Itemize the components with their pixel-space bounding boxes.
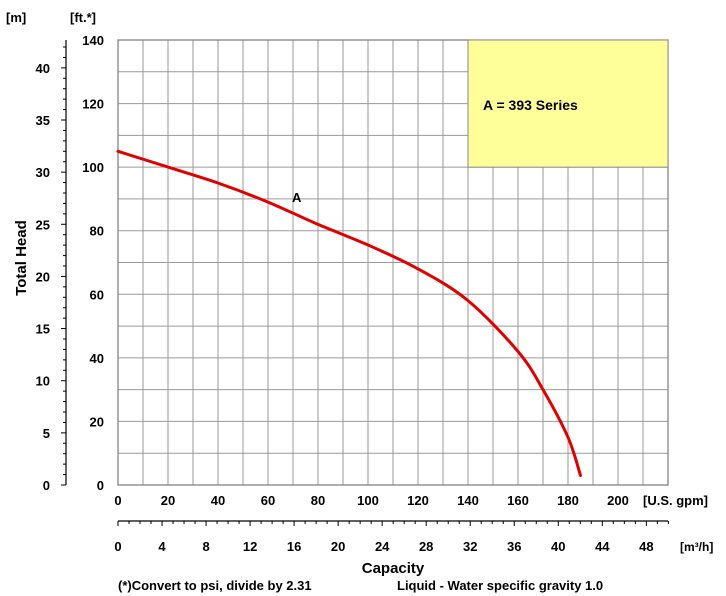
m-tick-label: 40 xyxy=(36,61,50,76)
m-tick-label: 20 xyxy=(36,269,50,284)
ft-tick-label: 40 xyxy=(90,351,104,366)
m3h-tick-label: 20 xyxy=(331,539,345,554)
y-axis-title: Total Head xyxy=(13,220,30,296)
m3h-tick-label: 24 xyxy=(375,539,390,554)
ft-tick-label: 20 xyxy=(90,414,104,429)
m-tick-label: 10 xyxy=(36,374,50,389)
ft-tick-label: 0 xyxy=(97,478,104,493)
gpm-tick-label: 40 xyxy=(211,493,225,508)
m3h-tick-label: 44 xyxy=(595,539,610,554)
x-axis-title: Capacity xyxy=(362,560,425,577)
plot-frame xyxy=(117,39,669,486)
m3h-tick-labels: 0 4 8 12 16 20 24 28 32 36 40 44 48 xyxy=(114,521,669,554)
gpm-unit-label: [U.S. gpm] xyxy=(643,493,708,508)
series-line-a xyxy=(116,149,582,477)
gpm-tick-label: 60 xyxy=(261,493,275,508)
m3h-tick-label: 8 xyxy=(202,539,209,554)
ft-tick-label: 60 xyxy=(90,287,104,302)
gpm-tick-label: 80 xyxy=(311,493,325,508)
ft-tick-label: 100 xyxy=(82,160,104,175)
ft-tick-label: 80 xyxy=(90,224,104,239)
m3h-tick-label: 0 xyxy=(114,539,121,554)
footnote-conversion: (*)Convert to psi, divide by 2.31 xyxy=(118,578,312,593)
gpm-tick-label: 200 xyxy=(607,493,629,508)
gpm-tick-label: 120 xyxy=(407,493,429,508)
legend-box xyxy=(467,39,669,168)
m3h-tick-label: 28 xyxy=(419,539,433,554)
gpm-tick-label: 0 xyxy=(114,493,121,508)
gpm-tick-label: 20 xyxy=(161,493,175,508)
m3h-tick-label: 4 xyxy=(158,539,166,554)
gpm-tick-labels: 0 20 40 60 80 100 120 140 160 180 200 xyxy=(114,493,628,508)
series-label-a: A xyxy=(292,190,302,205)
ft-tick-label: 140 xyxy=(82,33,104,48)
footnote-liquid: Liquid - Water specific gravity 1.0 xyxy=(397,578,603,593)
m-tick-label: 35 xyxy=(36,113,50,128)
gpm-tick-label: 100 xyxy=(357,493,379,508)
m3h-tick-label: 40 xyxy=(551,539,565,554)
m3h-tick-label: 12 xyxy=(243,539,257,554)
m-tick-label: 0 xyxy=(43,478,50,493)
m-tick-label: 30 xyxy=(36,165,50,180)
m3h-unit-label: [m³/h] xyxy=(680,540,713,554)
ft-tick-labels: 0 20 40 60 80 100 120 140 xyxy=(82,33,104,493)
m3h-tick-label: 36 xyxy=(507,539,521,554)
m3h-tick-label: 32 xyxy=(463,539,477,554)
ft-tick-label: 120 xyxy=(82,97,104,112)
gpm-tick-label: 160 xyxy=(507,493,529,508)
m-unit-label: [m] xyxy=(6,10,26,25)
ft-unit-label: [ft.*] xyxy=(70,10,96,25)
gpm-tick-label: 180 xyxy=(557,493,579,508)
m-tick-labels: 0 5 10 15 20 25 30 35 40 xyxy=(36,46,66,493)
legend-box-label: A = 393 Series xyxy=(483,97,578,113)
gpm-tick-label: 140 xyxy=(457,493,479,508)
m-tick-label: 15 xyxy=(36,322,50,337)
m3h-tick-label: 16 xyxy=(287,539,301,554)
m3h-tick-label: 48 xyxy=(639,539,653,554)
m-tick-label: 25 xyxy=(36,217,50,232)
m-tick-label: 5 xyxy=(43,426,50,441)
